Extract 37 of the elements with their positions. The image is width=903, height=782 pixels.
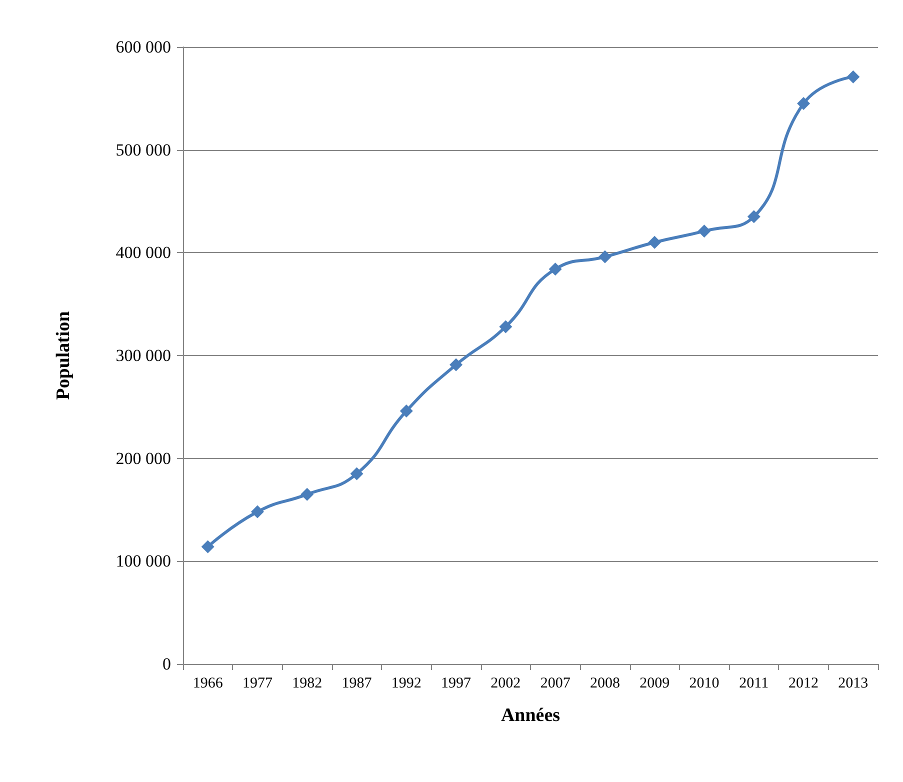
y-tick-label: 0 bbox=[162, 654, 171, 674]
y-tick-label: 600 000 bbox=[116, 38, 171, 56]
x-tick-label: 1982 bbox=[292, 676, 322, 692]
point bbox=[648, 236, 662, 249]
point bbox=[499, 320, 512, 334]
x-tick-label: 2009 bbox=[640, 676, 670, 692]
point bbox=[400, 404, 413, 418]
x-tick-label: 1966 bbox=[192, 676, 224, 692]
point bbox=[201, 540, 214, 554]
x-tick-label: 1987 bbox=[342, 676, 372, 692]
y-tick-label: 300 000 bbox=[116, 346, 171, 365]
point bbox=[250, 505, 264, 518]
y-tick-label: 100 000 bbox=[116, 552, 171, 571]
x-tick-label: 2013 bbox=[838, 676, 868, 692]
point bbox=[598, 250, 612, 264]
point bbox=[797, 97, 810, 110]
x-tick-label: 1977 bbox=[242, 676, 273, 692]
x-tick-label: 2002 bbox=[490, 676, 521, 692]
y-axis-title: Population bbox=[53, 310, 74, 400]
x-tick-label: 2008 bbox=[590, 676, 620, 692]
point bbox=[300, 488, 314, 501]
y-tick-label: 200 000 bbox=[116, 448, 171, 468]
x-tick-label: 2012 bbox=[788, 676, 819, 692]
point bbox=[350, 467, 364, 480]
point bbox=[450, 358, 463, 372]
x-tick-label: 1992 bbox=[391, 676, 422, 692]
x-axis-title: Années bbox=[500, 705, 560, 726]
y-tick-label: 400 000 bbox=[116, 243, 171, 262]
point bbox=[846, 70, 860, 84]
x-tick-label: 2011 bbox=[739, 676, 769, 692]
x-tick-label: 1997 bbox=[441, 676, 472, 692]
x-tick-label: 2007 bbox=[540, 676, 571, 692]
y-tick-label: 500 000 bbox=[116, 140, 171, 160]
point bbox=[698, 224, 711, 238]
point bbox=[548, 262, 562, 276]
point bbox=[747, 210, 760, 224]
x-tick-label: 2010 bbox=[689, 676, 720, 692]
